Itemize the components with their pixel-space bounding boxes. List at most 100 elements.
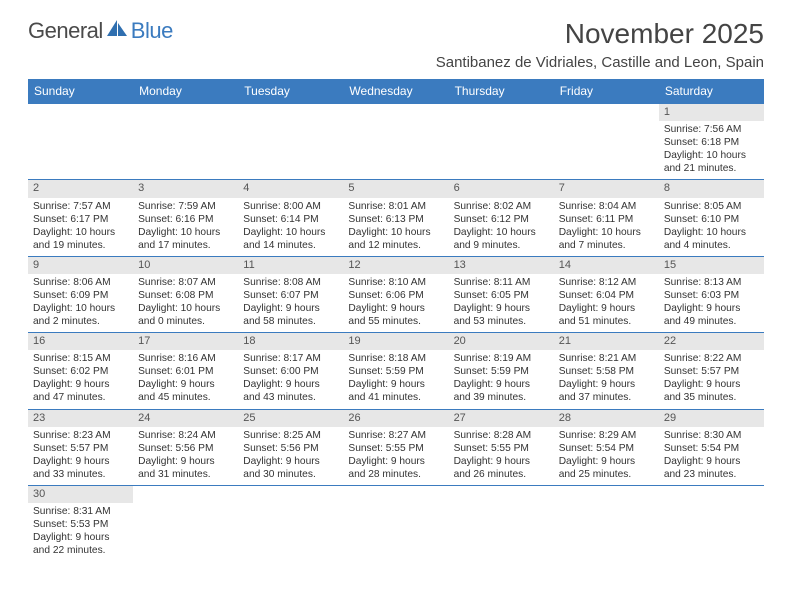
daylight-text: Daylight: 10 hours and 19 minutes. (33, 226, 128, 252)
day-number (449, 486, 554, 502)
day-details: Sunrise: 8:21 AMSunset: 5:58 PMDaylight:… (554, 350, 659, 408)
sunset-text: Sunset: 5:54 PM (559, 442, 654, 455)
day-details: Sunrise: 8:10 AMSunset: 6:06 PMDaylight:… (343, 274, 448, 332)
day-cell: 9Sunrise: 8:06 AMSunset: 6:09 PMDaylight… (28, 257, 133, 332)
sunrise-text: Sunrise: 8:05 AM (664, 200, 759, 213)
week-row: 9Sunrise: 8:06 AMSunset: 6:09 PMDaylight… (28, 257, 764, 333)
logo-text-1: General (28, 18, 103, 44)
day-number: 14 (554, 257, 659, 274)
day-cell: 4Sunrise: 8:00 AMSunset: 6:14 PMDaylight… (238, 180, 343, 255)
sunrise-text: Sunrise: 8:04 AM (559, 200, 654, 213)
day-cell: 17Sunrise: 8:16 AMSunset: 6:01 PMDayligh… (133, 333, 238, 408)
day-number (343, 486, 448, 502)
day-number (343, 104, 448, 120)
day-details: Sunrise: 8:22 AMSunset: 5:57 PMDaylight:… (659, 350, 764, 408)
day-number: 10 (133, 257, 238, 274)
sunset-text: Sunset: 5:57 PM (664, 365, 759, 378)
daylight-text: Daylight: 9 hours and 43 minutes. (243, 378, 338, 404)
sunset-text: Sunset: 5:54 PM (664, 442, 759, 455)
day-details (449, 120, 554, 126)
title-block: November 2025 Santibanez de Vidriales, C… (436, 18, 764, 71)
day-details: Sunrise: 8:30 AMSunset: 5:54 PMDaylight:… (659, 427, 764, 485)
day-details: Sunrise: 8:04 AMSunset: 6:11 PMDaylight:… (554, 198, 659, 256)
day-cell: 8Sunrise: 8:05 AMSunset: 6:10 PMDaylight… (659, 180, 764, 255)
sunrise-text: Sunrise: 7:57 AM (33, 200, 128, 213)
daylight-text: Daylight: 10 hours and 2 minutes. (33, 302, 128, 328)
day-cell: 29Sunrise: 8:30 AMSunset: 5:54 PMDayligh… (659, 410, 764, 485)
day-details (449, 502, 554, 508)
day-number (133, 104, 238, 120)
day-cell (554, 486, 659, 561)
weekday-header: Thursday (449, 79, 554, 103)
day-number: 21 (554, 333, 659, 350)
daylight-text: Daylight: 10 hours and 21 minutes. (664, 149, 759, 175)
daylight-text: Daylight: 9 hours and 49 minutes. (664, 302, 759, 328)
day-cell: 28Sunrise: 8:29 AMSunset: 5:54 PMDayligh… (554, 410, 659, 485)
sunrise-text: Sunrise: 8:10 AM (348, 276, 443, 289)
week-row: 16Sunrise: 8:15 AMSunset: 6:02 PMDayligh… (28, 333, 764, 409)
day-cell (133, 104, 238, 179)
day-number: 28 (554, 410, 659, 427)
day-details: Sunrise: 8:13 AMSunset: 6:03 PMDaylight:… (659, 274, 764, 332)
day-details (659, 502, 764, 508)
calendar-grid: SundayMondayTuesdayWednesdayThursdayFrid… (28, 79, 764, 561)
day-details (238, 120, 343, 126)
week-row: 23Sunrise: 8:23 AMSunset: 5:57 PMDayligh… (28, 410, 764, 486)
sunrise-text: Sunrise: 8:13 AM (664, 276, 759, 289)
weekday-header: Friday (554, 79, 659, 103)
day-cell: 20Sunrise: 8:19 AMSunset: 5:59 PMDayligh… (449, 333, 554, 408)
day-cell (133, 486, 238, 561)
sunset-text: Sunset: 6:13 PM (348, 213, 443, 226)
day-cell: 3Sunrise: 7:59 AMSunset: 6:16 PMDaylight… (133, 180, 238, 255)
sunrise-text: Sunrise: 8:16 AM (138, 352, 233, 365)
day-details: Sunrise: 8:19 AMSunset: 5:59 PMDaylight:… (449, 350, 554, 408)
day-number: 3 (133, 180, 238, 197)
day-details: Sunrise: 8:16 AMSunset: 6:01 PMDaylight:… (133, 350, 238, 408)
day-cell (343, 486, 448, 561)
sunset-text: Sunset: 6:17 PM (33, 213, 128, 226)
day-details: Sunrise: 8:06 AMSunset: 6:09 PMDaylight:… (28, 274, 133, 332)
day-details: Sunrise: 8:29 AMSunset: 5:54 PMDaylight:… (554, 427, 659, 485)
day-details: Sunrise: 8:07 AMSunset: 6:08 PMDaylight:… (133, 274, 238, 332)
day-cell: 19Sunrise: 8:18 AMSunset: 5:59 PMDayligh… (343, 333, 448, 408)
daylight-text: Daylight: 9 hours and 41 minutes. (348, 378, 443, 404)
weekday-header: Tuesday (238, 79, 343, 103)
sunrise-text: Sunrise: 8:08 AM (243, 276, 338, 289)
day-number (238, 486, 343, 502)
day-cell: 14Sunrise: 8:12 AMSunset: 6:04 PMDayligh… (554, 257, 659, 332)
day-number (449, 104, 554, 120)
day-details: Sunrise: 8:01 AMSunset: 6:13 PMDaylight:… (343, 198, 448, 256)
day-cell: 30Sunrise: 8:31 AMSunset: 5:53 PMDayligh… (28, 486, 133, 561)
day-number: 6 (449, 180, 554, 197)
daylight-text: Daylight: 10 hours and 0 minutes. (138, 302, 233, 328)
day-cell (554, 104, 659, 179)
sunset-text: Sunset: 5:59 PM (454, 365, 549, 378)
sunset-text: Sunset: 6:00 PM (243, 365, 338, 378)
day-details: Sunrise: 8:12 AMSunset: 6:04 PMDaylight:… (554, 274, 659, 332)
sunrise-text: Sunrise: 8:02 AM (454, 200, 549, 213)
daylight-text: Daylight: 9 hours and 33 minutes. (33, 455, 128, 481)
daylight-text: Daylight: 9 hours and 51 minutes. (559, 302, 654, 328)
day-number: 11 (238, 257, 343, 274)
sunset-text: Sunset: 6:16 PM (138, 213, 233, 226)
day-details (554, 502, 659, 508)
day-cell: 16Sunrise: 8:15 AMSunset: 6:02 PMDayligh… (28, 333, 133, 408)
sunset-text: Sunset: 6:06 PM (348, 289, 443, 302)
sunrise-text: Sunrise: 8:23 AM (33, 429, 128, 442)
sunrise-text: Sunrise: 8:19 AM (454, 352, 549, 365)
day-cell (449, 104, 554, 179)
day-cell: 27Sunrise: 8:28 AMSunset: 5:55 PMDayligh… (449, 410, 554, 485)
weekday-header: Sunday (28, 79, 133, 103)
sunset-text: Sunset: 5:56 PM (243, 442, 338, 455)
day-details: Sunrise: 8:28 AMSunset: 5:55 PMDaylight:… (449, 427, 554, 485)
weekday-header-row: SundayMondayTuesdayWednesdayThursdayFrid… (28, 79, 764, 104)
day-cell: 7Sunrise: 8:04 AMSunset: 6:11 PMDaylight… (554, 180, 659, 255)
daylight-text: Daylight: 10 hours and 4 minutes. (664, 226, 759, 252)
day-details: Sunrise: 8:25 AMSunset: 5:56 PMDaylight:… (238, 427, 343, 485)
sunset-text: Sunset: 5:58 PM (559, 365, 654, 378)
sunset-text: Sunset: 5:59 PM (348, 365, 443, 378)
sunrise-text: Sunrise: 8:01 AM (348, 200, 443, 213)
sunset-text: Sunset: 6:11 PM (559, 213, 654, 226)
daylight-text: Daylight: 9 hours and 37 minutes. (559, 378, 654, 404)
sunset-text: Sunset: 5:57 PM (33, 442, 128, 455)
